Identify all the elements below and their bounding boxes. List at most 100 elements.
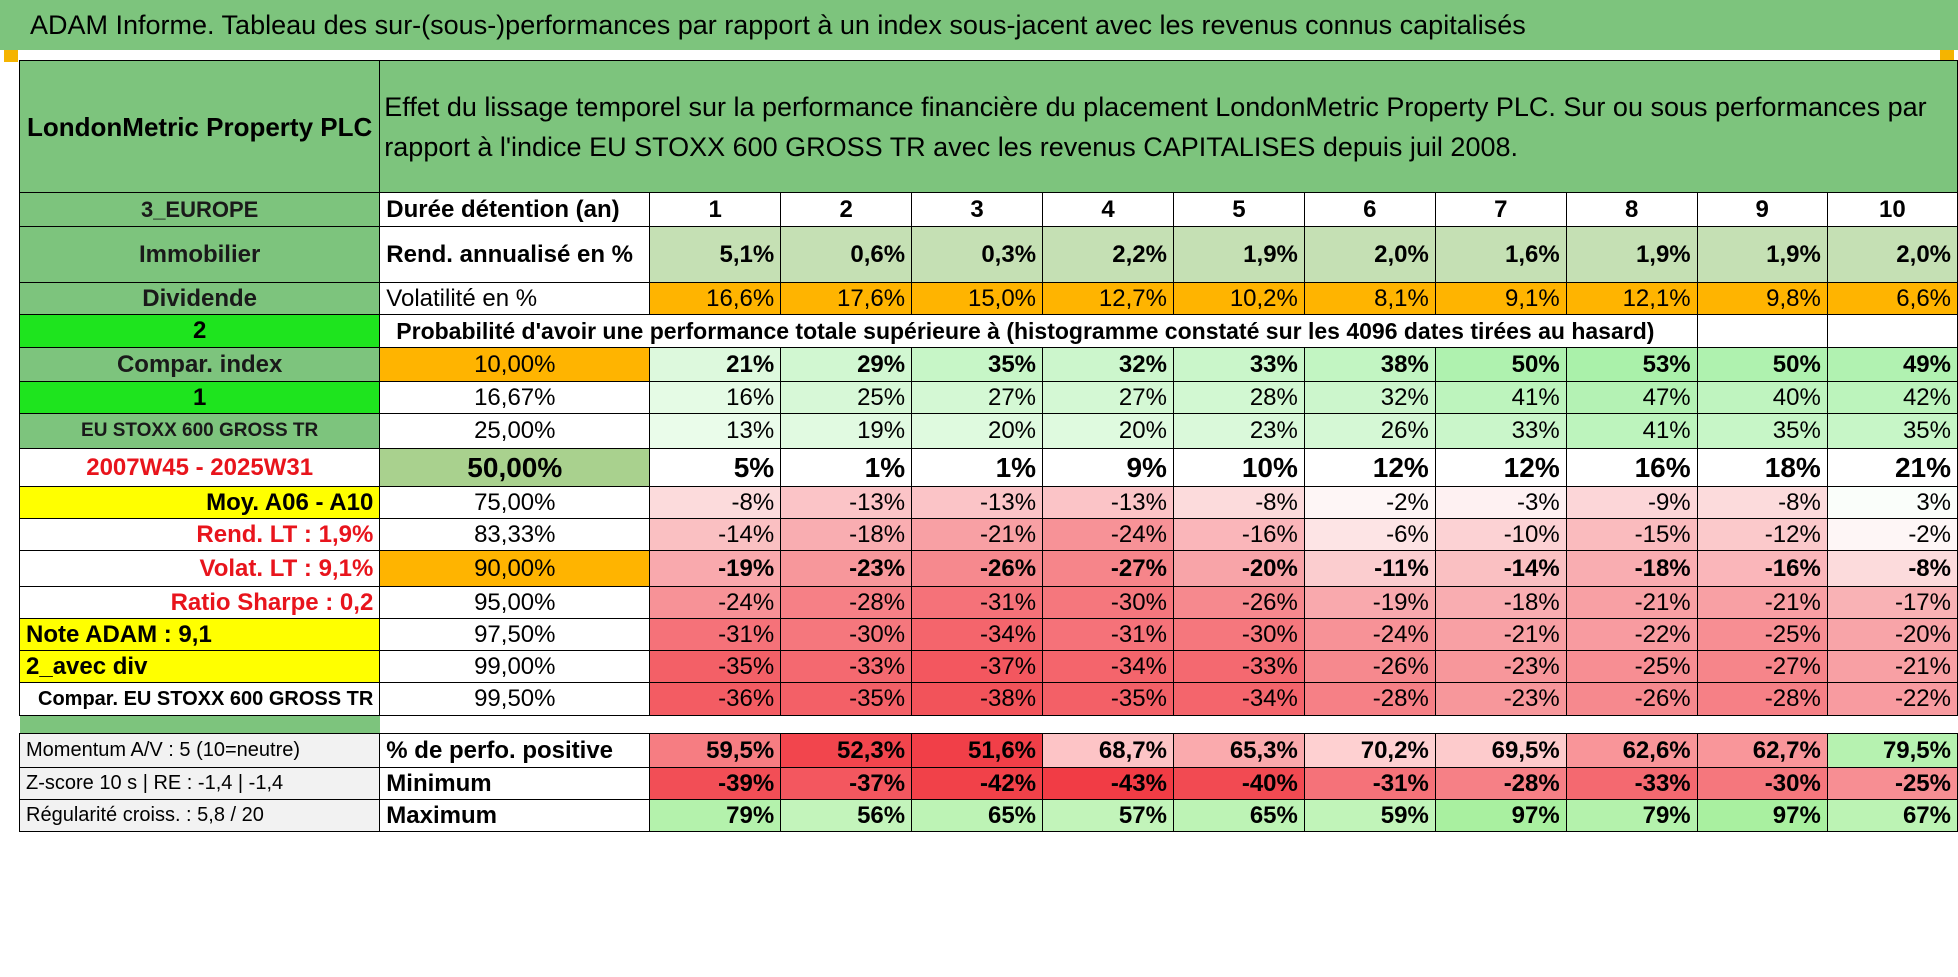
type-label: Dividende bbox=[18, 282, 381, 315]
probability-cell: -36% bbox=[649, 682, 782, 716]
probability-cell: -27% bbox=[1042, 550, 1174, 587]
statistic-label: % de perfo. positive bbox=[379, 733, 651, 768]
probability-cell: -19% bbox=[649, 550, 782, 587]
probability-cell: 19% bbox=[780, 413, 913, 449]
probability-cell: 32% bbox=[1303, 381, 1436, 414]
probability-cell: 33% bbox=[1172, 347, 1305, 382]
probability-cell: 38% bbox=[1303, 347, 1436, 382]
probability-cell: -26% bbox=[911, 550, 1044, 587]
return-row: Immobilier Rend. annualisé en % 5,1% 0,6%… bbox=[18, 226, 1958, 283]
region-label: 3_EUROPE bbox=[18, 192, 381, 227]
threshold-cell: 10,00% bbox=[379, 347, 651, 382]
momentum-label: Momentum A/V : 5 (10=neutre) bbox=[18, 733, 381, 768]
probability-cell: -13% bbox=[780, 486, 913, 519]
statistic-cell: -25% bbox=[1826, 767, 1958, 800]
threshold-cell: 50,00% bbox=[379, 448, 651, 487]
statistic-cell: 65% bbox=[911, 799, 1044, 832]
statistic-cell: 68,7% bbox=[1042, 733, 1174, 768]
statistic-cell: -39% bbox=[649, 767, 782, 800]
probability-cell: -2% bbox=[1826, 518, 1958, 551]
zscore-label: Z-score 10 s | RE : -1,4 | -1,4 bbox=[18, 767, 381, 800]
statistic-cell: -40% bbox=[1172, 767, 1305, 800]
probability-cell: -13% bbox=[1042, 486, 1174, 519]
table-description: Effet du lissage temporel sur la perform… bbox=[379, 60, 1958, 193]
statistics-row: Z-score 10 s | RE : -1,4 | -1,4 Minimum -3… bbox=[18, 767, 1958, 800]
probability-cell: 10% bbox=[1172, 448, 1305, 487]
annual-return-cell: 1,9% bbox=[1172, 226, 1305, 283]
volatility-cell: 16,6% bbox=[649, 282, 782, 315]
average-label: Moy. A06 - A10 bbox=[18, 486, 381, 519]
volatility-cell: 9,1% bbox=[1434, 282, 1567, 315]
probability-cell: -24% bbox=[649, 586, 782, 619]
probability-cell: -20% bbox=[1826, 618, 1958, 651]
annual-return-cell: 1,6% bbox=[1434, 226, 1567, 283]
statistic-cell: 70,2% bbox=[1303, 733, 1436, 768]
probability-cell: -14% bbox=[1434, 550, 1567, 587]
threshold-cell: 75,00% bbox=[379, 486, 651, 519]
probability-cell: -26% bbox=[1303, 650, 1436, 683]
return-label: Rend. annualisé en % bbox=[379, 226, 651, 283]
frame-corner-marker bbox=[1940, 50, 1954, 62]
company-name: LondonMetric Property PLC bbox=[18, 60, 381, 193]
long-term-return: Rend. LT : 1,9% bbox=[18, 518, 381, 551]
annual-return-cell: 1,9% bbox=[1696, 226, 1828, 283]
dividend-mode: 2_avec div bbox=[18, 650, 381, 683]
probability-cell: -26% bbox=[1172, 586, 1305, 619]
probability-cell: 12% bbox=[1434, 448, 1567, 487]
probability-cell: -20% bbox=[1172, 550, 1305, 587]
period-label: 2007W45 - 2025W31 bbox=[18, 448, 381, 487]
annual-return-cell: 2,2% bbox=[1042, 226, 1174, 283]
probability-cell: 29% bbox=[780, 347, 913, 382]
probability-cell: 41% bbox=[1565, 413, 1698, 449]
year-header: 8 bbox=[1565, 192, 1698, 227]
probability-row: 2007W45 - 2025W31 50,00% 5% 1% 1% 9% 10% 12% 12%… bbox=[18, 448, 1958, 487]
probability-cell: 33% bbox=[1434, 413, 1567, 449]
volatility-cell: 17,6% bbox=[780, 282, 913, 315]
probability-cell: 27% bbox=[911, 381, 1044, 414]
probability-cell: 20% bbox=[1042, 413, 1174, 449]
performance-table: LondonMetric Property PLC Effet du lissa… bbox=[18, 60, 1958, 832]
probability-cell: -25% bbox=[1565, 650, 1698, 683]
probability-cell: -21% bbox=[911, 518, 1044, 551]
year-header: 4 bbox=[1042, 192, 1174, 227]
probability-cell: 16% bbox=[649, 381, 782, 414]
statistic-cell: 56% bbox=[780, 799, 913, 832]
probability-cell: -23% bbox=[1434, 650, 1567, 683]
selector-2[interactable]: 1 bbox=[18, 381, 381, 414]
statistic-cell: 51,6% bbox=[911, 733, 1044, 768]
volatility-cell: 6,6% bbox=[1826, 282, 1958, 315]
probability-cell: -21% bbox=[1696, 586, 1828, 619]
annual-return-cell: 2,0% bbox=[1303, 226, 1436, 283]
probability-row: Note ADAM : 9,1 97,50% -31% -30% -34% -31% -30… bbox=[18, 618, 1958, 651]
probability-cell: -34% bbox=[1042, 650, 1174, 683]
annual-return-cell: 2,0% bbox=[1826, 226, 1958, 283]
year-header: 3 bbox=[911, 192, 1044, 227]
probability-cell: 41% bbox=[1434, 381, 1567, 414]
annual-return-cell: 5,1% bbox=[649, 226, 782, 283]
threshold-cell: 25,00% bbox=[379, 413, 651, 449]
probability-row: 2_avec div 99,00% -35% -33% -37% -34% -33% -26%… bbox=[18, 650, 1958, 683]
statistic-cell: 69,5% bbox=[1434, 733, 1567, 768]
probability-cell: -12% bbox=[1696, 518, 1828, 551]
selector-1[interactable]: 2 bbox=[18, 314, 381, 348]
threshold-cell: 83,33% bbox=[379, 518, 651, 551]
statistic-cell: 57% bbox=[1042, 799, 1174, 832]
probability-cell: 20% bbox=[911, 413, 1044, 449]
probability-cell: -8% bbox=[1172, 486, 1305, 519]
probability-cell: -34% bbox=[911, 618, 1044, 651]
probability-cell: -16% bbox=[1696, 550, 1828, 587]
probability-cell: -10% bbox=[1434, 518, 1567, 551]
probability-row: Compar. index 10,00% 21% 29% 35% 32% 33% 38% 50%… bbox=[18, 347, 1958, 382]
regularity-label: Régularité croiss. : 5,8 / 20 bbox=[18, 799, 381, 832]
index-name: EU STOXX 600 GROSS TR bbox=[18, 413, 381, 449]
statistic-cell: 79% bbox=[1565, 799, 1698, 832]
statistic-label: Maximum bbox=[379, 799, 651, 832]
probability-cell: 42% bbox=[1826, 381, 1958, 414]
probability-cell: -35% bbox=[780, 682, 913, 716]
statistics-row: Momentum A/V : 5 (10=neutre)% de perfo. … bbox=[18, 733, 1958, 768]
probability-cell: -28% bbox=[1303, 682, 1436, 716]
duration-label: Durée détention (an) bbox=[379, 192, 651, 227]
probability-cell: 23% bbox=[1172, 413, 1305, 449]
statistic-cell: 65,3% bbox=[1172, 733, 1305, 768]
probability-cell: -9% bbox=[1565, 486, 1698, 519]
